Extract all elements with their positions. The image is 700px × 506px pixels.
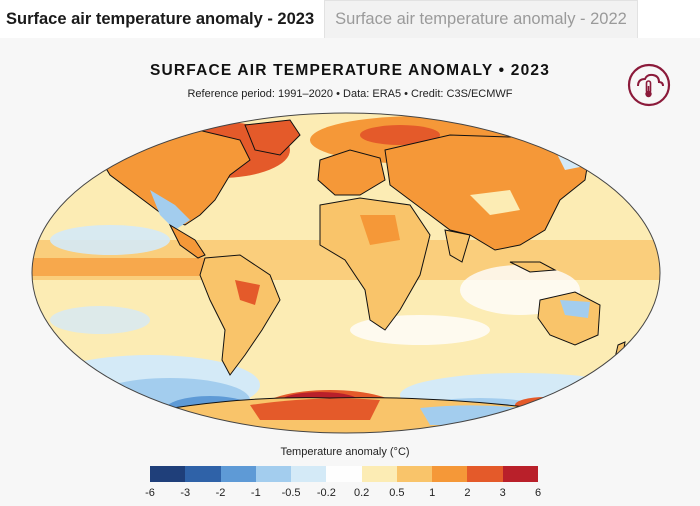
- legend-swatch: [326, 466, 362, 482]
- legend-ticks: -6 -3 -2 -1 -0.5 -0.2 0.2 0.5 1 2 3 6: [0, 487, 700, 503]
- world-map: [31, 112, 661, 434]
- legend-swatch: [396, 466, 433, 482]
- legend-swatch: [185, 466, 221, 482]
- legend-tick-label: 1: [429, 487, 436, 499]
- legend-tick-label: 0.2: [353, 487, 370, 499]
- legend-tick-label: -2: [215, 487, 226, 499]
- tab-2023[interactable]: Surface air temperature anomaly - 2023: [0, 0, 325, 38]
- legend-tick-label: -6: [145, 487, 155, 499]
- legend-swatch: [467, 466, 503, 482]
- legend-swatch: [432, 466, 468, 482]
- legend-tick-label: 3: [499, 487, 506, 499]
- legend-tick-label: 0.5: [389, 487, 405, 499]
- thermometer-cloud-icon: [627, 63, 671, 107]
- legend-tick-label: 2: [464, 487, 471, 499]
- tab-bar: Surface air temperature anomaly - 2023 S…: [0, 0, 700, 38]
- legend-tick-label: -0.2: [316, 487, 336, 499]
- legend-tick-label: -3: [180, 487, 191, 499]
- legend-swatch: [291, 466, 327, 482]
- legend-swatch: [255, 466, 292, 482]
- legend-tick-label: -1: [250, 487, 261, 499]
- legend-swatch: [220, 466, 256, 482]
- tab-2022[interactable]: Surface air temperature anomaly - 2022: [324, 0, 638, 38]
- map-title: SURFACE AIR TEMPERATURE ANOMALY • 2023: [149, 62, 551, 79]
- legend-swatch: [502, 466, 538, 482]
- legend-swatch: [150, 466, 186, 482]
- legend-tick-label: -0.5: [281, 487, 301, 499]
- legend-swatch: [361, 466, 397, 482]
- map-subtitle: Reference period: 1991–2020 • Data: ERA5…: [187, 88, 513, 100]
- legend-color-bar: [150, 466, 538, 482]
- legend-tick-label: 6: [534, 487, 542, 499]
- legend-title: Temperature anomaly (°C): [280, 446, 410, 458]
